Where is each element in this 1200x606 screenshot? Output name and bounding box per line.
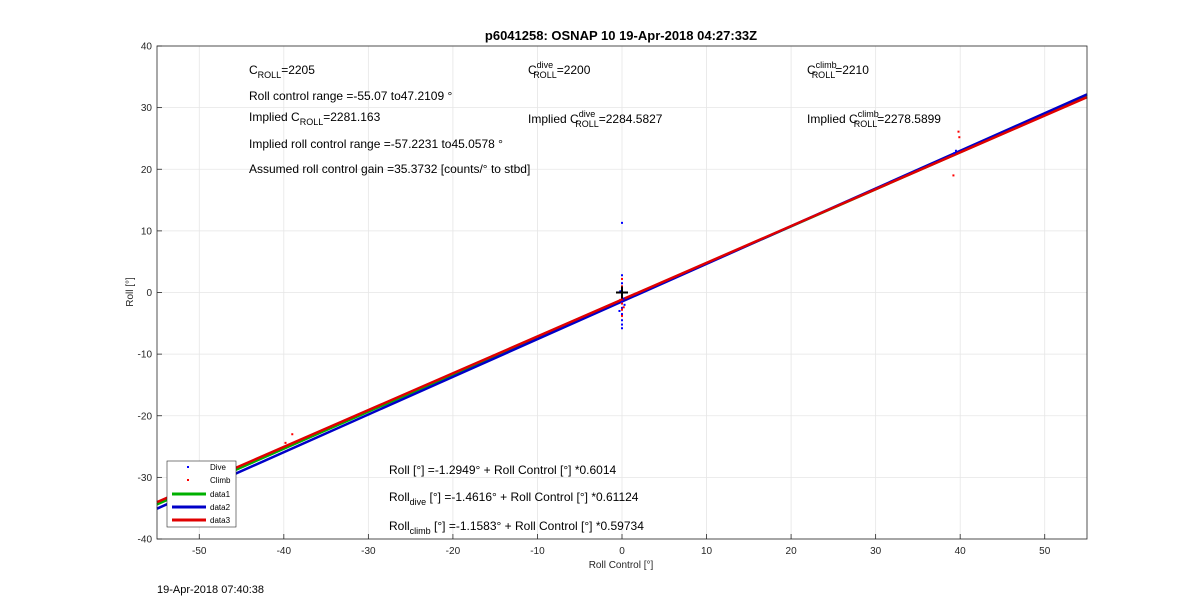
footer-timestamp: 19-Apr-2018 07:40:38	[157, 584, 264, 596]
y-tick-label: 0	[146, 288, 152, 299]
point-dive	[953, 152, 956, 155]
point-dive	[622, 297, 625, 300]
point-dive	[621, 221, 623, 224]
fit-line-data3	[156, 96, 1088, 504]
annotation-implied-c-dive: Implied Cdive ROLL=2284.5827	[528, 109, 663, 129]
annotation-implied-c-roll: Implied CROLL=2281.163	[249, 110, 381, 127]
y-tick-label: -30	[138, 473, 153, 484]
point-climb	[621, 302, 623, 305]
x-tick-label: 30	[870, 546, 882, 557]
legend: Dive Climb data1 data2 data3	[166, 460, 237, 528]
y-tick-label: 30	[141, 103, 153, 114]
point-dive	[954, 149, 957, 152]
point-dive	[621, 323, 623, 326]
point-dive	[621, 274, 623, 277]
x-ticks: -50 -40 -30 -20 -10 0 10 20 30 40 50	[192, 534, 1051, 557]
point-dive	[621, 319, 623, 322]
point-climb	[621, 308, 623, 311]
point-climb	[958, 136, 961, 139]
point-climb	[952, 174, 955, 177]
y-tick-label: 10	[141, 226, 153, 237]
x-tick-label: -20	[446, 546, 461, 557]
point-climb	[284, 441, 287, 444]
y-tick-label: -20	[138, 411, 153, 422]
legend-label-data2: data2	[210, 503, 231, 512]
point-dive	[621, 313, 623, 316]
legend-swatch-dive	[187, 466, 189, 468]
legend-label-climb: Climb	[210, 476, 231, 485]
legend-swatch-climb	[187, 479, 189, 481]
annotation-gain: Assumed roll control gain =35.3732 [coun…	[249, 162, 530, 176]
x-tick-label: -40	[277, 546, 292, 557]
point-dive	[621, 300, 623, 303]
point-climb	[622, 306, 625, 309]
annotation-implied-c-climb: Implied Cclimb ROLL=2278.5899	[807, 109, 941, 129]
point-dive	[621, 306, 623, 309]
point-climb	[957, 130, 960, 133]
y-ticks: -40 -30 -20 -10 0 10 20 30 40	[138, 42, 162, 546]
annotation-fit-dive: Rolldive [°] =-1.4616° + Roll Control [°…	[389, 490, 639, 507]
annotation-c-roll: CROLL=2205	[249, 63, 315, 80]
x-tick-label: -10	[530, 546, 545, 557]
point-dive	[621, 282, 623, 285]
point-climb	[291, 433, 294, 436]
annotation-roll-range: Roll control range =-55.07 to47.2109 °	[249, 89, 452, 103]
annotation-fit-climb: Rollclimb [°] =-1.1583° + Roll Control […	[389, 519, 644, 536]
x-tick-label: -50	[192, 546, 207, 557]
x-tick-label: 10	[701, 546, 713, 557]
y-tick-label: 20	[141, 165, 153, 176]
x-tick-label: 40	[955, 546, 967, 557]
annotation-implied-range: Implied roll control range =-57.2231 to4…	[249, 137, 503, 151]
y-tick-label: -40	[138, 535, 153, 546]
chart-title: p6041258: OSNAP 10 19-Apr-2018 04:27:33Z	[485, 28, 757, 43]
x-axis-label: Roll Control [°]	[589, 560, 654, 571]
y-tick-label: -10	[138, 350, 153, 361]
legend-label-dive: Dive	[210, 463, 227, 472]
legend-label-data1: data1	[210, 490, 231, 499]
point-climb	[621, 277, 623, 280]
annotation-c-climb: Cclimb ROLL=2210	[807, 60, 869, 80]
annotation-fit-all: Roll [°] =-1.2949° + Roll Control [°] *0…	[389, 463, 617, 477]
point-dive	[619, 290, 622, 293]
point-dive	[618, 309, 621, 312]
legend-label-data3: data3	[210, 516, 231, 525]
x-tick-label: -30	[361, 546, 376, 557]
y-axis-label: Roll [°]	[125, 277, 136, 307]
point-dive	[623, 303, 626, 306]
point-climb	[619, 298, 622, 301]
annotation-c-dive: Cdive ROLL=2200	[528, 60, 591, 80]
point-dive	[621, 327, 623, 330]
point-climb	[621, 314, 623, 317]
point-climb	[621, 285, 623, 288]
x-tick-label: 50	[1039, 546, 1051, 557]
x-tick-label: 0	[619, 546, 625, 557]
origin-marker	[616, 286, 628, 299]
y-tick-label: 40	[141, 42, 153, 53]
x-tick-label: 20	[786, 546, 798, 557]
